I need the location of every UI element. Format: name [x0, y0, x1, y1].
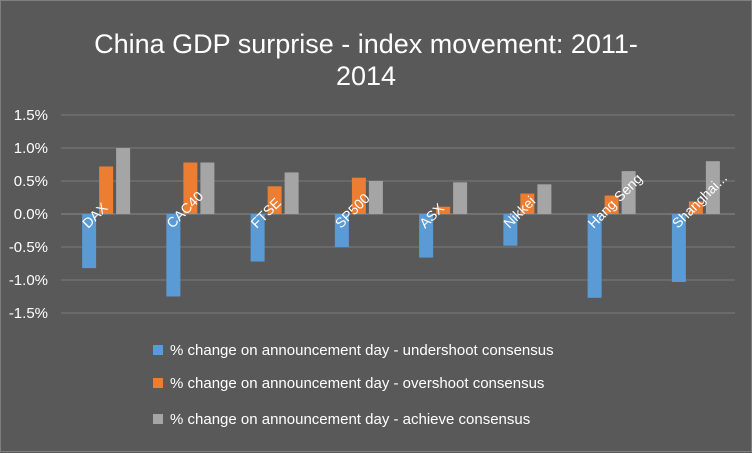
bar-cac40-series-3: [200, 162, 215, 214]
bar-cac40-series-2: [183, 162, 198, 214]
bar-nikkei-series-1: [503, 214, 518, 246]
chart-title-line-2: 2014: [336, 61, 396, 91]
bar-shanghai--series-2: [688, 201, 703, 214]
legend-swatch-1: [153, 345, 163, 355]
y-tick-label: -1.5%: [9, 305, 48, 322]
legend-label-2: % change on announcement day - overshoot…: [170, 375, 544, 392]
legend-label-1: % change on announcement day - undershoo…: [170, 342, 554, 359]
bar-asx-series-3: [453, 182, 468, 214]
category-label: Hang Seng: [584, 170, 645, 231]
bar-sp500-series-2: [351, 177, 366, 214]
y-tick-label: 0.5%: [14, 173, 48, 190]
bar-ftse-series-2: [267, 186, 282, 214]
bar-shanghai--series-1: [671, 214, 686, 282]
bar-hang-seng-series-3: [621, 171, 636, 214]
bar-asx-series-2: [436, 206, 451, 214]
y-tick-label: 1.5%: [14, 107, 48, 124]
bar-sp500-series-3: [368, 181, 383, 214]
category-label: Shanghai...: [669, 170, 730, 231]
bar-ftse-series-1: [250, 214, 265, 262]
bar-nikkei-series-3: [537, 184, 552, 214]
bar-cac40-series-1: [166, 214, 181, 297]
y-tick-label: 1.0%: [14, 140, 48, 157]
chart-title-line-1: China GDP surprise - index movement: 201…: [94, 29, 638, 59]
bar-dax-series-2: [99, 166, 114, 214]
legend-swatch-3: [153, 414, 163, 424]
y-tick-label: -1.0%: [9, 272, 48, 289]
bar-ftse-series-3: [284, 172, 299, 214]
bar-shanghai--series-3: [705, 161, 720, 214]
bar-sp500-series-1: [334, 214, 349, 247]
bar-hang-seng-series-1: [587, 214, 602, 298]
bar-nikkei-series-2: [520, 193, 535, 214]
y-tick-label: 0.0%: [14, 206, 48, 223]
bar-hang-seng-series-2: [604, 195, 619, 214]
legend-label-3: % change on announcement day - achieve c…: [170, 411, 530, 428]
legend-swatch-2: [153, 378, 163, 388]
bar-asx-series-1: [419, 214, 434, 258]
bar-dax-series-1: [82, 214, 97, 269]
bar-dax-series-3: [116, 148, 131, 214]
y-tick-label: -0.5%: [9, 239, 48, 256]
